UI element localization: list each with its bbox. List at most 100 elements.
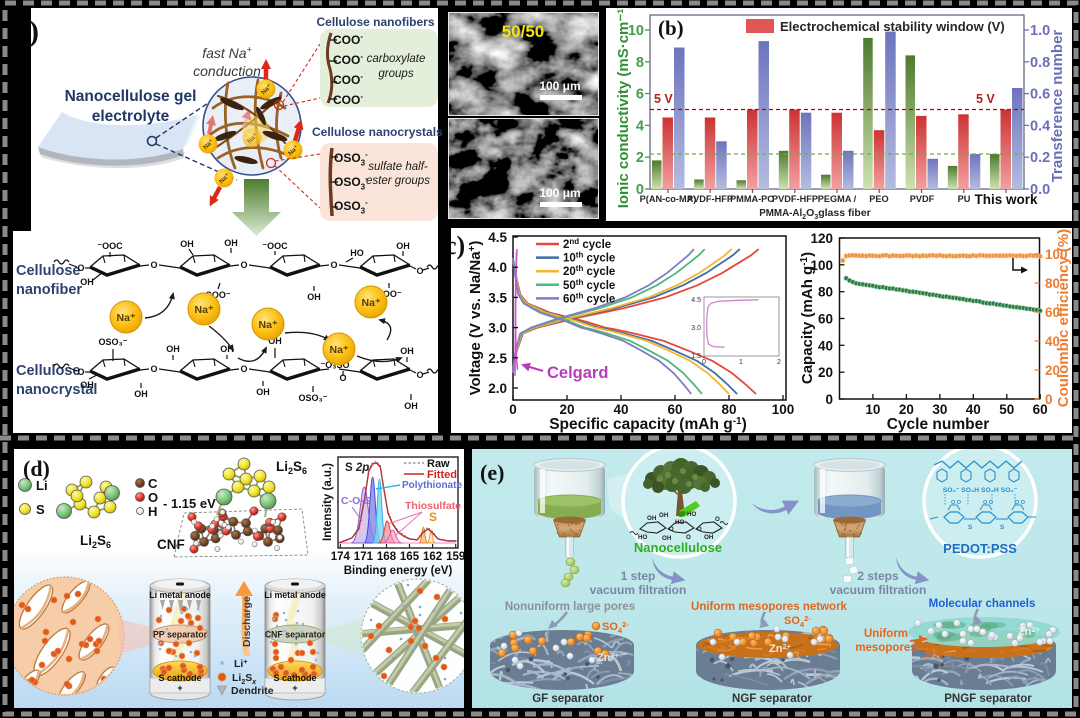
svg-text:Voltage (V vs. Na/Na+): Voltage (V vs. Na/Na+) xyxy=(467,241,484,396)
svg-text:S: S xyxy=(429,510,437,524)
svg-text:Binding energy (eV): Binding energy (eV) xyxy=(344,565,453,577)
svg-text:2.5: 2.5 xyxy=(488,351,507,366)
svg-text:HO: HO xyxy=(350,248,364,258)
svg-text:3.0: 3.0 xyxy=(488,321,507,336)
svg-text:C: C xyxy=(148,476,158,491)
svg-text:4: 4 xyxy=(636,118,644,134)
svg-text:P(AN-co-MA): P(AN-co-MA) xyxy=(640,194,697,204)
svg-text:OH: OH xyxy=(80,277,94,287)
svg-text:OH: OH xyxy=(704,534,714,541)
svg-text:O: O xyxy=(330,260,337,270)
svg-text:80: 80 xyxy=(818,285,833,300)
svg-text:60: 60 xyxy=(1033,402,1048,417)
svg-text:30: 30 xyxy=(932,402,947,417)
svg-text:vacuum filtration: vacuum filtration xyxy=(590,583,687,597)
svg-text:OH: OH xyxy=(180,239,194,249)
svg-text:HO: HO xyxy=(675,519,684,526)
svg-text:Li: Li xyxy=(36,478,48,493)
svg-text:O: O xyxy=(77,263,84,273)
svg-text:1.0: 1.0 xyxy=(1030,23,1050,39)
svg-text:Nanocellulose: Nanocellulose xyxy=(634,540,722,555)
svg-text:O: O xyxy=(416,370,423,380)
svg-text:0: 0 xyxy=(702,359,706,366)
svg-text:O: O xyxy=(715,516,720,523)
svg-text:SO42-: SO42- xyxy=(784,614,811,629)
svg-text:H: H xyxy=(148,504,157,519)
svg-text:Electrochemical stability wind: Electrochemical stability window (V) xyxy=(780,19,1005,34)
svg-text:OH: OH xyxy=(166,344,180,354)
svg-text:OH: OH xyxy=(396,241,410,251)
svg-text:CNF separator: CNF separator xyxy=(265,630,326,640)
svg-text:1 step: 1 step xyxy=(621,569,656,583)
svg-text:OH: OH xyxy=(80,380,94,390)
svg-text:SO₃⁻ SO₃H SO₃H SO₃⁻: SO₃⁻ SO₃H SO₃H SO₃⁻ xyxy=(943,487,1018,494)
svg-text:S: S xyxy=(36,502,45,517)
svg-text:OH: OH xyxy=(647,515,657,522)
svg-text:80: 80 xyxy=(1045,276,1060,291)
svg-text:OSO₃⁻: OSO₃⁻ xyxy=(99,337,128,347)
svg-text:20: 20 xyxy=(559,402,574,417)
svg-text:S 2p: S 2p xyxy=(345,462,369,474)
svg-text:8: 8 xyxy=(636,55,644,71)
svg-text:c): c) xyxy=(451,231,465,260)
svg-text:HO: HO xyxy=(638,534,647,541)
svg-text:2: 2 xyxy=(777,359,781,366)
svg-text:Specific capacity (mAh g-1): Specific capacity (mAh g-1) xyxy=(549,416,747,433)
svg-text:OH: OH xyxy=(220,344,234,354)
svg-text:Dendrite: Dendrite xyxy=(231,685,274,697)
svg-text:2nd cycle: 2nd cycle xyxy=(563,237,611,251)
svg-text:COO⁻: COO⁻ xyxy=(205,290,231,300)
svg-text:S cathode: S cathode xyxy=(158,673,201,683)
svg-text:2 steps: 2 steps xyxy=(857,569,899,583)
svg-text:Li2S6: Li2S6 xyxy=(80,533,111,550)
svg-text:40: 40 xyxy=(818,338,833,353)
svg-text:Thiosulfate: Thiosulfate xyxy=(405,500,461,512)
svg-text:PMMA-Al2O3glass fiber: PMMA-Al2O3glass fiber xyxy=(759,207,871,221)
svg-text:S cathode: S cathode xyxy=(273,673,316,683)
svg-text:0: 0 xyxy=(1045,392,1053,407)
svg-text:0.4: 0.4 xyxy=(1030,118,1050,134)
svg-text:Discharge: Discharge xyxy=(241,596,253,647)
svg-text:50th cycle: 50th cycle xyxy=(563,278,615,292)
svg-text:Capacity (mAh g-1): Capacity (mAh g-1) xyxy=(799,252,816,384)
svg-text:O: O xyxy=(150,364,157,374)
svg-text:Uniform mesopores network: Uniform mesopores network xyxy=(691,601,848,613)
svg-text:171: 171 xyxy=(354,551,374,563)
svg-text:4.5: 4.5 xyxy=(691,297,701,304)
svg-text:PVDF-HFP: PVDF-HFP xyxy=(687,194,733,204)
svg-text:O: O xyxy=(77,367,84,377)
svg-text:O O: O O xyxy=(983,500,994,506)
svg-text:OH: OH xyxy=(662,535,672,542)
svg-text:PNGF separator: PNGF separator xyxy=(944,693,1032,705)
svg-text:OH: OH xyxy=(400,346,414,356)
svg-text:OH: OH xyxy=(307,292,321,302)
svg-text:40: 40 xyxy=(1045,334,1060,349)
svg-text:Coulombic efficiency (%): Coulombic efficiency (%) xyxy=(1055,229,1072,407)
svg-text:100: 100 xyxy=(810,258,833,273)
svg-text:162: 162 xyxy=(423,551,442,563)
svg-text:Nonuniform large pores: Nonuniform large pores xyxy=(505,601,635,613)
svg-text:Li metal anode: Li metal anode xyxy=(264,590,326,600)
svg-text:5 V: 5 V xyxy=(654,92,673,106)
svg-text:(b): (b) xyxy=(658,16,684,40)
svg-text:Cycle number: Cycle number xyxy=(887,416,990,433)
svg-text:Intensity (a.u.): Intensity (a.u.) xyxy=(322,463,334,541)
svg-text:O: O xyxy=(148,490,158,505)
svg-text:O O: O O xyxy=(951,500,962,506)
svg-text:5 V: 5 V xyxy=(976,92,995,106)
svg-text:OH: OH xyxy=(268,336,282,346)
svg-text:Molecular channels: Molecular channels xyxy=(929,598,1036,610)
svg-text:OH: OH xyxy=(134,389,148,399)
svg-text:): ) xyxy=(29,15,39,48)
svg-text:168: 168 xyxy=(377,551,397,563)
svg-text:40: 40 xyxy=(613,402,628,417)
svg-text:60: 60 xyxy=(1045,305,1060,320)
svg-text:100: 100 xyxy=(1045,247,1068,262)
svg-text:OH: OH xyxy=(404,401,418,411)
svg-text:60th cycle: 60th cycle xyxy=(563,291,615,305)
svg-text:0: 0 xyxy=(825,392,833,407)
svg-text:NGF separator: NGF separator xyxy=(732,693,812,705)
svg-text:Li metal anode: Li metal anode xyxy=(149,590,211,600)
svg-text:O: O xyxy=(339,373,346,383)
svg-text:100 μm: 100 μm xyxy=(539,79,580,93)
